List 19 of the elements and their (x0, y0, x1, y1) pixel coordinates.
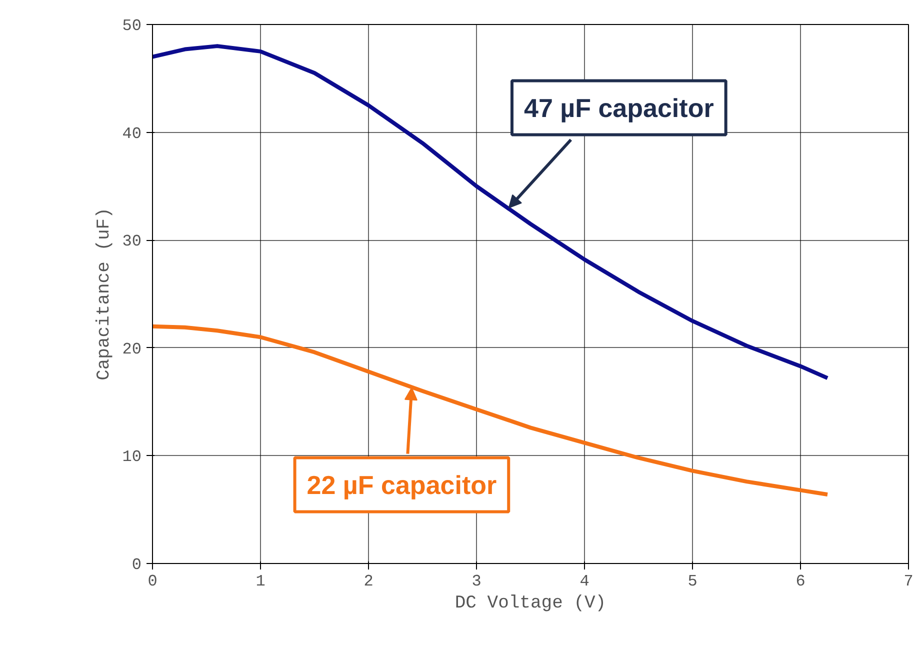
x-tick-label: 0 (148, 572, 158, 590)
x-axis-title: DC Voltage (V) (454, 594, 606, 614)
x-tick-label: 2 (364, 572, 374, 590)
y-tick-label: 20 (122, 340, 142, 358)
y-tick-label: 10 (122, 448, 142, 466)
y-tick-label: 40 (122, 124, 142, 143)
x-tick-label: 7 (904, 572, 914, 590)
x-tick-label: 3 (472, 572, 482, 590)
y-tick-label: 50 (122, 17, 142, 35)
x-tick-label: 1 (256, 572, 266, 590)
x-tick-label: 5 (688, 572, 698, 590)
y-tick-label: 0 (132, 556, 142, 574)
x-tick-label: 6 (796, 572, 806, 590)
line-series (152, 44, 830, 380)
annotation: 22 µF capacitor (306, 470, 497, 500)
y-axis-title: Capacitance (uF) (94, 208, 114, 380)
x-tick-label: 4 (580, 572, 590, 590)
annotation: 47 µF capacitor (524, 92, 714, 123)
y-tick-label: 30 (122, 232, 142, 251)
